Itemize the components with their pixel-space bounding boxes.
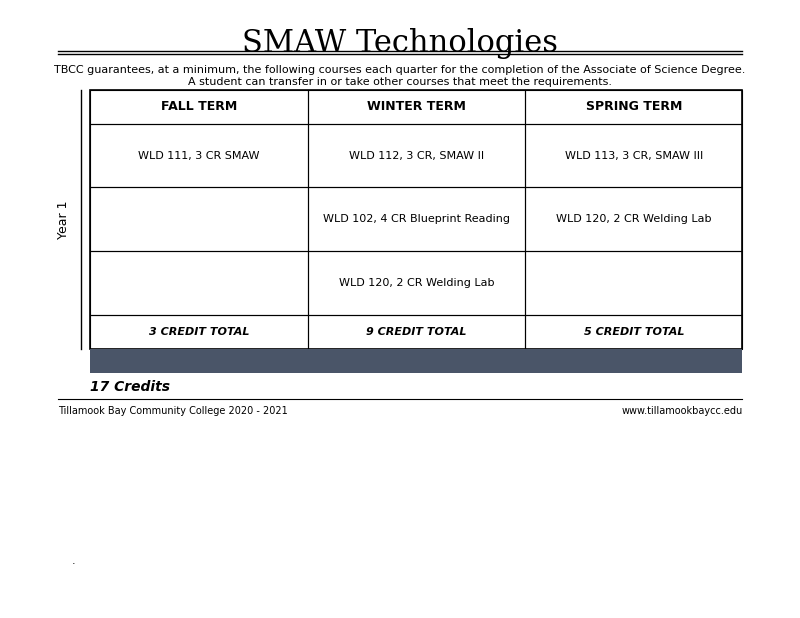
- Text: WLD 120, 2 CR Welding Lab: WLD 120, 2 CR Welding Lab: [338, 278, 494, 288]
- Text: Tillamook Bay Community College 2020 - 2021: Tillamook Bay Community College 2020 - 2…: [58, 406, 287, 416]
- Text: www.tillamookbaycc.edu: www.tillamookbaycc.edu: [622, 406, 742, 416]
- Text: WLD 120, 2 CR Welding Lab: WLD 120, 2 CR Welding Lab: [556, 214, 711, 224]
- Text: WLD 112, 3 CR, SMAW II: WLD 112, 3 CR, SMAW II: [349, 151, 484, 161]
- Text: 3 CREDIT TOTAL: 3 CREDIT TOTAL: [149, 327, 250, 337]
- Text: SPRING TERM: SPRING TERM: [586, 100, 682, 113]
- Bar: [90, 90, 308, 124]
- Text: 5 CREDIT TOTAL: 5 CREDIT TOTAL: [583, 327, 684, 337]
- Text: FALL TERM: FALL TERM: [161, 100, 237, 113]
- Text: WLD 113, 3 CR, SMAW III: WLD 113, 3 CR, SMAW III: [565, 151, 703, 161]
- Text: 9 CREDIT TOTAL: 9 CREDIT TOTAL: [366, 327, 466, 337]
- Text: SMAW Technologies: SMAW Technologies: [242, 28, 558, 59]
- Text: WINTER TERM: WINTER TERM: [367, 100, 466, 113]
- Bar: [525, 90, 742, 124]
- Bar: [525, 315, 742, 349]
- Bar: [308, 315, 525, 349]
- Text: WLD 102, 4 CR Blueprint Reading: WLD 102, 4 CR Blueprint Reading: [323, 214, 510, 224]
- Text: TBCC guarantees, at a minimum, the following courses each quarter for the comple: TBCC guarantees, at a minimum, the follo…: [54, 65, 746, 75]
- Text: 17 Credits: 17 Credits: [90, 380, 170, 394]
- Text: A student can transfer in or take other courses that meet the requirements.: A student can transfer in or take other …: [188, 77, 612, 87]
- Text: WLD 111, 3 CR SMAW: WLD 111, 3 CR SMAW: [138, 151, 260, 161]
- Text: Year 1: Year 1: [57, 200, 70, 239]
- Bar: [308, 90, 525, 124]
- Bar: [90, 315, 308, 349]
- Text: .: .: [72, 556, 76, 566]
- Bar: [90, 349, 742, 373]
